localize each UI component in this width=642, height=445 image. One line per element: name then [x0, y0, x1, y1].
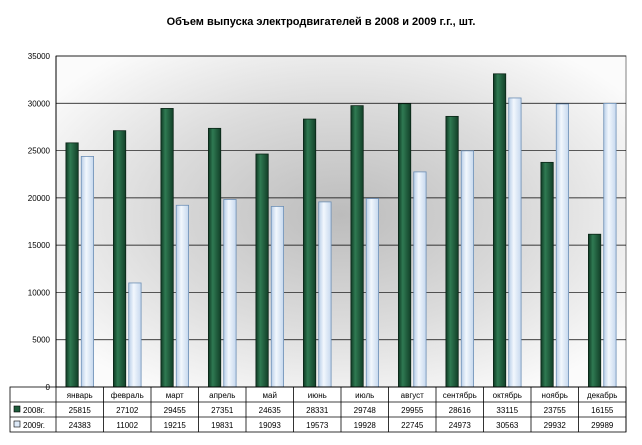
y-tick-label: 15000 [28, 241, 51, 250]
x-tick-label: сентябрь [443, 391, 477, 400]
x-tick-label: февраль [111, 391, 144, 400]
y-tick-label: 5000 [32, 336, 50, 345]
y-tick-label: 35000 [28, 52, 51, 61]
chart-title: Объем выпуска электродвигателей в 2008 и… [166, 16, 476, 28]
bar-series1 [113, 130, 127, 388]
x-tick-label: октябрь [493, 391, 522, 400]
x-tick-label: март [166, 391, 184, 400]
data-label: 19215 [164, 421, 187, 430]
bar-series2 [603, 102, 617, 388]
bar-series2 [128, 282, 142, 388]
data-label: 29989 [591, 421, 614, 430]
data-label: 29455 [164, 406, 187, 415]
bar-series2 [413, 171, 427, 388]
legend-label: 2008г. [23, 406, 45, 415]
y-tick-label: 20000 [28, 194, 51, 203]
data-label: 29748 [354, 406, 377, 415]
data-label: 24635 [259, 406, 282, 415]
legend-label: 2009г. [23, 421, 45, 430]
x-tick-label: июль [355, 391, 374, 400]
bar-series1 [160, 108, 174, 388]
bar-series1 [65, 142, 79, 388]
bar-series2 [318, 201, 332, 388]
data-label: 29932 [544, 421, 567, 430]
y-tick-label: 10000 [28, 288, 51, 297]
bar-series2 [270, 206, 285, 388]
bar-series2 [80, 156, 95, 388]
data-label: 19573 [306, 421, 329, 430]
data-label: 28331 [306, 406, 329, 415]
bar-series1 [207, 127, 222, 388]
bar-series2 [365, 198, 380, 388]
data-label: 19928 [354, 421, 377, 430]
x-tick-label: апрель [209, 391, 235, 400]
bar-series1 [350, 105, 364, 388]
y-tick-label: 30000 [28, 99, 51, 108]
bar-series1 [492, 73, 507, 388]
data-label: 11002 [116, 421, 138, 430]
x-tick-label: декабрь [587, 391, 617, 400]
data-label: 19831 [211, 421, 234, 430]
data-label: 28616 [449, 406, 472, 415]
bar-series1 [397, 103, 412, 388]
data-label: 27351 [211, 406, 234, 415]
bar-series2 [460, 150, 475, 388]
bar-series1 [302, 118, 317, 388]
y-tick-label: 25000 [28, 147, 51, 156]
data-label: 30563 [496, 421, 519, 430]
data-label: 33115 [496, 406, 518, 415]
bar-series1 [588, 233, 602, 388]
bar-series2 [555, 103, 570, 388]
data-label: 27102 [116, 406, 139, 415]
data-label: 16155 [591, 406, 614, 415]
legend-key-1 [13, 405, 21, 413]
bar-series2 [508, 97, 522, 388]
x-tick-label: май [263, 391, 277, 400]
data-label: 23755 [544, 406, 567, 415]
data-label: 25815 [69, 406, 92, 415]
bar-series1 [255, 153, 269, 388]
legend-key-2 [13, 420, 21, 428]
bar-series2 [223, 199, 237, 388]
data-label: 29955 [401, 406, 424, 415]
data-label: 19093 [259, 421, 282, 430]
x-tick-label: август [401, 391, 425, 400]
data-label: 24383 [69, 421, 92, 430]
bar-series1 [445, 115, 459, 388]
x-tick-label: январь [67, 391, 93, 400]
y-tick-label: 0 [46, 383, 51, 392]
data-label: 22745 [401, 421, 424, 430]
x-tick-label: ноябрь [542, 391, 568, 400]
bar-series1 [540, 161, 554, 388]
data-label: 24973 [449, 421, 472, 430]
plot-area [55, 55, 627, 388]
bar-series2 [175, 204, 190, 388]
x-tick-label: июнь [308, 391, 327, 400]
